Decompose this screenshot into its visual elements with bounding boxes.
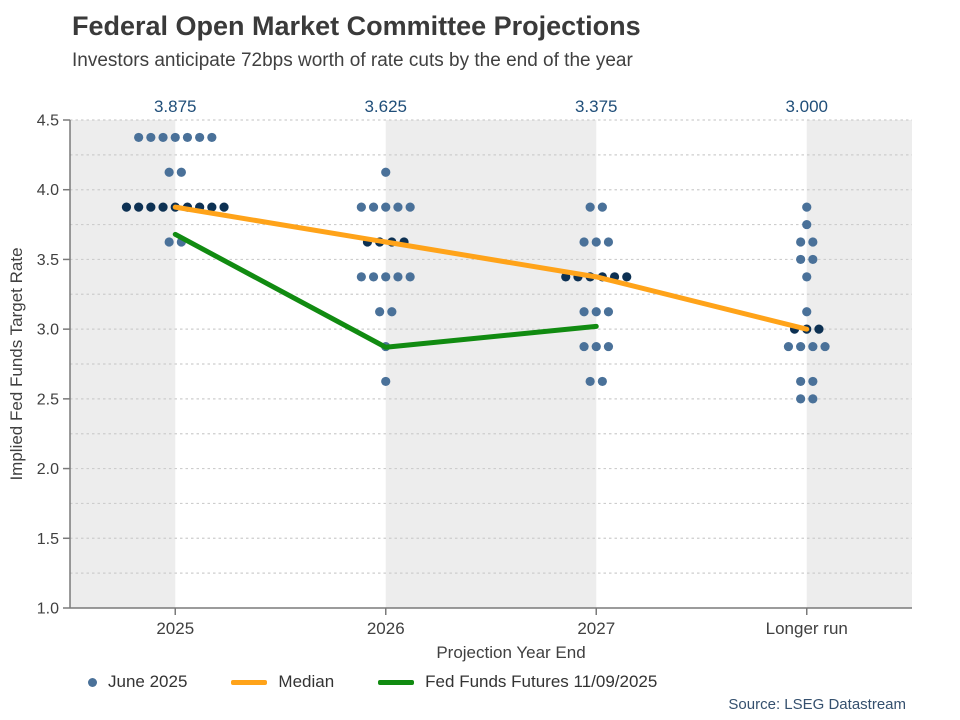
legend-item-median: Median [231,672,334,692]
projection-dot [585,376,595,387]
projection-dot [622,272,632,282]
projection-dot [405,272,415,282]
projection-dot [796,394,806,404]
projection-dot [783,341,794,352]
projection-dot [146,132,156,143]
projection-dot [579,307,589,317]
projection-dot [603,307,614,317]
projection-dot [393,202,403,212]
top-median-label: 3.875 [154,97,197,116]
projection-dot [808,237,818,247]
projection-dot [808,254,818,265]
y-tick-label: 4.5 [37,113,59,130]
projection-dot [796,237,806,247]
projection-dot [134,132,144,143]
y-tick-label: 2.0 [37,461,59,478]
projection-dot [802,272,812,282]
page-subtitle: Investors anticipate 72bps worth of rate… [72,49,633,71]
page-title: Federal Open Market Committee Projection… [72,11,641,41]
projection-dot [219,202,229,212]
futures-line-swatch [378,679,415,685]
top-median-labels: 3.875 3.625 3.375 3.000 [154,97,828,116]
projection-dot [381,272,391,282]
projection-dot [820,341,830,352]
y-tick-label: 3.5 [37,252,59,269]
projection-dot [121,202,132,212]
projection-dot [207,132,217,143]
projection-dot [796,341,806,352]
chart-legend: June 2025 Median Fed Funds Futures 11/09… [88,672,657,692]
source-text: Source: LSEG Datastream [728,696,906,713]
legend-item-june-2025: June 2025 [88,672,187,692]
projection-dot [591,237,601,247]
x-tick-label: 2027 [577,619,615,638]
series-line [172,231,599,350]
projection-dot [164,167,174,177]
june-2025-dot-swatch [88,677,97,687]
projection-dot [579,341,589,352]
projection-dot [381,376,391,387]
projection-dot [375,307,385,317]
x-tick-label: Longer run [766,619,848,638]
projection-dot [796,254,806,265]
projection-dot [146,202,156,212]
projection-dot [808,376,818,387]
projection-dot [164,237,174,247]
projection-dot [134,202,144,212]
legend-label: Fed Funds Futures 11/09/2025 [425,672,658,691]
projection-dot [796,376,806,387]
projection-dot [182,132,193,143]
projection-dot [158,202,168,212]
projection-dot [158,132,168,143]
projection-dot [207,202,217,212]
projection-dot [195,132,205,143]
projection-dot [585,202,595,212]
chart-header: Federal Open Market Committee Projection… [72,10,932,72]
projection-dot [603,341,614,352]
projection-dot [405,202,415,212]
projection-dot [393,272,403,282]
projection-dot [814,324,824,334]
legend-item-fed-funds-futures: Fed Funds Futures 11/09/2025 [378,672,657,692]
projection-dot [368,202,379,212]
projection-dot [170,132,180,143]
projection-dot [381,167,391,177]
legend-label: June 2025 [108,672,188,691]
projection-dot [368,272,379,282]
projection-dot [591,341,601,352]
projection-dot [176,167,186,177]
median-line-swatch [231,679,268,685]
projection-dot [591,307,601,317]
projection-dot [808,394,818,404]
projection-dot [597,202,607,212]
projection-dot [597,376,607,387]
y-tick-label: 1.0 [37,601,59,618]
projection-dot [356,202,366,212]
x-tick-label: 2026 [367,619,405,638]
x-axis-title: Projection Year End [436,643,585,662]
y-tick-label: 2.5 [37,391,59,408]
projection-dot [808,341,818,352]
series-line [172,204,810,332]
projection-dot [802,219,812,230]
projection-dot [356,272,366,282]
x-tick-label: 2025 [156,619,194,638]
top-median-label: 3.625 [364,97,407,116]
top-median-label: 3.000 [785,97,828,116]
projection-dot [802,307,812,317]
y-tick-label: 3.0 [37,322,59,339]
projection-dot [387,307,397,317]
axes: 4.5 4.0 3.5 3.0 2.5 2.0 1.5 1.0 2025 2026 2027 Long… [37,113,912,638]
y-axis-title: Implied Fed Funds Target Rate [7,247,26,480]
projection-dot [802,202,812,212]
projection-dot [579,237,589,247]
y-tick-label: 1.5 [37,531,59,548]
y-tick-label: 4.0 [37,182,59,199]
projection-dot [603,237,614,247]
june-2025-dots [121,132,830,404]
legend-label: Median [278,672,335,691]
top-median-label: 3.375 [575,97,618,116]
projection-dot [381,202,391,212]
